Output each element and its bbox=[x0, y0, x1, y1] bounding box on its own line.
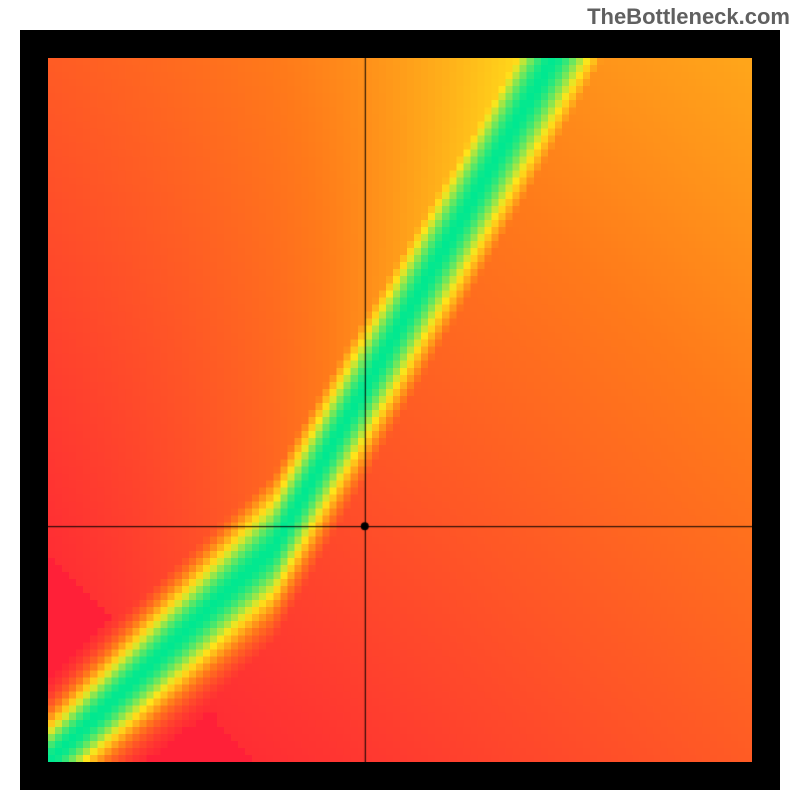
plot-frame bbox=[20, 30, 780, 790]
watermark-text: TheBottleneck.com bbox=[587, 4, 790, 30]
crosshair-overlay bbox=[48, 58, 752, 762]
